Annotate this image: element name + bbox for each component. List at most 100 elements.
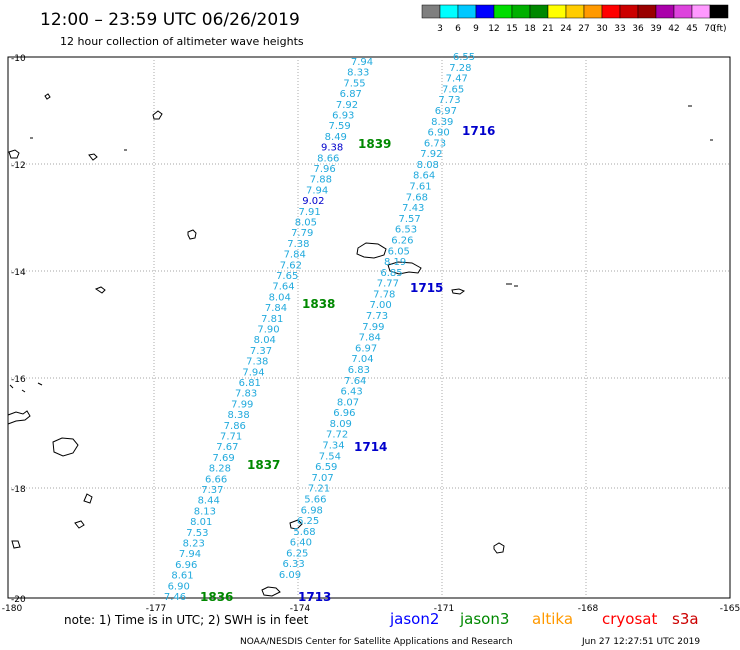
colorbar-swatch bbox=[565, 4, 585, 19]
wave-height-label: 7.84 bbox=[359, 333, 381, 344]
footer-timestamp: Jun 27 12:27:51 UTC 2019 bbox=[581, 637, 700, 647]
island-upolu bbox=[387, 261, 422, 275]
mission-legend: jason2 jason3 altika cryosat s3a bbox=[389, 610, 699, 628]
lon-tick-label: -168 bbox=[578, 604, 599, 614]
wave-height-label: 7.04 bbox=[351, 354, 373, 365]
wave-height-label: 6.85 bbox=[380, 268, 402, 279]
island-tonga-b bbox=[261, 586, 281, 597]
wave-height-label: 8.09 bbox=[330, 419, 352, 430]
wave-height-label: 7.55 bbox=[343, 78, 365, 89]
colorbar-swatch bbox=[547, 4, 567, 19]
wave-height-label: 8.01 bbox=[190, 517, 212, 528]
wave-height-label: 8.39 bbox=[431, 117, 453, 128]
wave-height-label: 7.68 bbox=[406, 192, 428, 203]
colorbar-swatch bbox=[637, 4, 657, 19]
colorbar-tick-label: 30 bbox=[596, 24, 608, 34]
island-manua bbox=[506, 283, 518, 287]
wave-height-label: 7.72 bbox=[326, 430, 348, 441]
colorbar-swatch bbox=[619, 4, 639, 19]
pass-time-label: 1716 bbox=[462, 124, 495, 138]
lon-tick-label: -174 bbox=[290, 604, 311, 614]
wave-height-label: 6.90 bbox=[427, 128, 449, 139]
wave-height-label: 7.77 bbox=[377, 279, 399, 290]
wave-height-label: 6.90 bbox=[168, 581, 190, 592]
wave-height-label: 6.53 bbox=[395, 225, 417, 236]
wave-height-label: 6.59 bbox=[315, 462, 337, 473]
island-tokelau-b bbox=[88, 153, 98, 161]
wave-height-label: 6.81 bbox=[239, 378, 261, 389]
wave-height-label: 6.83 bbox=[348, 365, 370, 376]
island-small-east bbox=[30, 137, 713, 151]
wave-height-label: 6.33 bbox=[282, 559, 304, 570]
wave-height-label: 7.38 bbox=[246, 357, 268, 368]
island-fiji-f bbox=[11, 540, 21, 549]
wave-height-label: 6.43 bbox=[340, 387, 362, 398]
wave-height-label: 7.92 bbox=[336, 100, 358, 111]
wave-height-label: 7.46 bbox=[164, 592, 186, 603]
island-fiji-b bbox=[52, 437, 79, 457]
wave-height-label: 7.69 bbox=[212, 453, 234, 464]
colorbar-tick-label: 27 bbox=[578, 24, 589, 34]
wave-height-label: 7.83 bbox=[235, 389, 257, 400]
pass-time-label: 1715 bbox=[410, 281, 443, 295]
wave-height-label: 7.64 bbox=[344, 376, 366, 387]
wave-height-label: 7.96 bbox=[313, 164, 335, 175]
island-tokelau-a bbox=[44, 93, 51, 100]
wave-height-label: 7.65 bbox=[276, 271, 298, 282]
wave-height-label: 7.21 bbox=[308, 484, 330, 495]
wave-height-label: 7.94 bbox=[306, 185, 328, 196]
graticule-grid bbox=[8, 57, 730, 598]
island-futuna bbox=[94, 286, 106, 294]
colorbar-tick-label: 33 bbox=[614, 24, 625, 34]
page-subtitle: 12 hour collection of altimeter wave hei… bbox=[60, 35, 304, 48]
colorbar-swatch bbox=[529, 4, 549, 19]
wave-height-label: 7.34 bbox=[322, 441, 344, 452]
colorbar-tick-label: 18 bbox=[524, 24, 536, 34]
mission-label: altika bbox=[532, 610, 573, 628]
wave-height-label: 8.05 bbox=[295, 218, 317, 229]
wave-height-label: 7.37 bbox=[250, 346, 272, 357]
island-fiji-e bbox=[74, 520, 85, 529]
wave-height-label: 7.90 bbox=[257, 325, 279, 336]
colorbar-legend: 3 6 9 12 15 18 21 24 27 30 33 36 39 42 45 70 bbox=[421, 4, 729, 34]
wave-height-label: 8.19 bbox=[384, 257, 406, 268]
wave-height-label: 7.88 bbox=[310, 175, 332, 186]
wave-height-label: 8.61 bbox=[171, 571, 193, 582]
wave-height-label: 8.08 bbox=[417, 160, 439, 171]
wave-height-label: 7.73 bbox=[438, 95, 460, 106]
pass-time-label: 1836 bbox=[200, 590, 233, 604]
island-fiji-d bbox=[83, 493, 93, 504]
lon-tick-label: -177 bbox=[146, 604, 166, 614]
altimeter-tracks: 7.948.337.556.877.926.937.598.499.388.66… bbox=[164, 52, 475, 603]
axis-labels: -10 -12 -14 -16 -18 -20-180 -177 -174 -171 -168 -1… bbox=[2, 54, 740, 614]
wave-height-label: 7.38 bbox=[287, 239, 309, 250]
coastline-islands bbox=[7, 93, 713, 597]
colorbar-tick-label: 21 bbox=[542, 24, 553, 34]
lat-tick-label: -12 bbox=[11, 161, 26, 171]
wave-height-label: 7.94 bbox=[351, 57, 373, 68]
pass-time-label: 1713 bbox=[298, 590, 331, 604]
wave-height-label: 7.62 bbox=[280, 260, 302, 271]
wave-height-label: 7.99 bbox=[362, 322, 384, 333]
wave-height-label: 6.05 bbox=[388, 246, 410, 257]
wave-height-label: 7.43 bbox=[402, 203, 424, 214]
pass-time-label: 1837 bbox=[247, 458, 280, 472]
wave-height-label: 8.07 bbox=[337, 397, 359, 408]
wave-height-label: 6.93 bbox=[332, 111, 354, 122]
wave-height-label: 6.09 bbox=[279, 570, 301, 581]
lat-tick-label: -18 bbox=[11, 485, 26, 495]
wave-height-label: 6.98 bbox=[301, 505, 323, 516]
footer-note: note: 1) Time is in UTC; 2) SWH is in fe… bbox=[64, 613, 309, 627]
wave-height-label: 9.02 bbox=[302, 196, 324, 207]
wave-height-label: 8.13 bbox=[194, 506, 216, 517]
wave-height-label: 7.61 bbox=[409, 182, 431, 193]
pass-time-label: 1839 bbox=[358, 137, 391, 151]
wave-height-label: 7.84 bbox=[284, 250, 306, 261]
island-tonga-a bbox=[289, 519, 303, 530]
pass-time-label: 1838 bbox=[302, 297, 335, 311]
wave-height-label: 8.49 bbox=[325, 132, 347, 143]
wave-height-label: 7.71 bbox=[220, 432, 242, 443]
wave-height-label: 8.28 bbox=[209, 464, 231, 475]
wave-height-label: 7.53 bbox=[186, 528, 208, 539]
